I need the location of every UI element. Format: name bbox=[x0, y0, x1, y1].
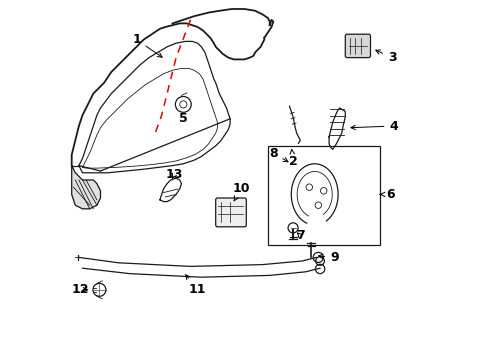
Text: 5: 5 bbox=[179, 112, 187, 125]
Text: 10: 10 bbox=[232, 183, 249, 201]
Text: 9: 9 bbox=[318, 251, 338, 264]
Text: 2: 2 bbox=[288, 149, 297, 168]
Polygon shape bbox=[72, 166, 101, 209]
Text: 1: 1 bbox=[132, 33, 162, 57]
Text: 8: 8 bbox=[268, 147, 287, 162]
Text: 4: 4 bbox=[350, 120, 397, 132]
Text: 12: 12 bbox=[72, 283, 89, 296]
Bar bbox=[267, 146, 379, 245]
Text: 7: 7 bbox=[295, 229, 304, 242]
Text: 11: 11 bbox=[185, 275, 206, 296]
Text: 6: 6 bbox=[380, 188, 394, 201]
FancyBboxPatch shape bbox=[215, 198, 246, 227]
FancyBboxPatch shape bbox=[345, 34, 370, 58]
Text: 3: 3 bbox=[375, 50, 396, 64]
Text: 13: 13 bbox=[165, 168, 183, 181]
